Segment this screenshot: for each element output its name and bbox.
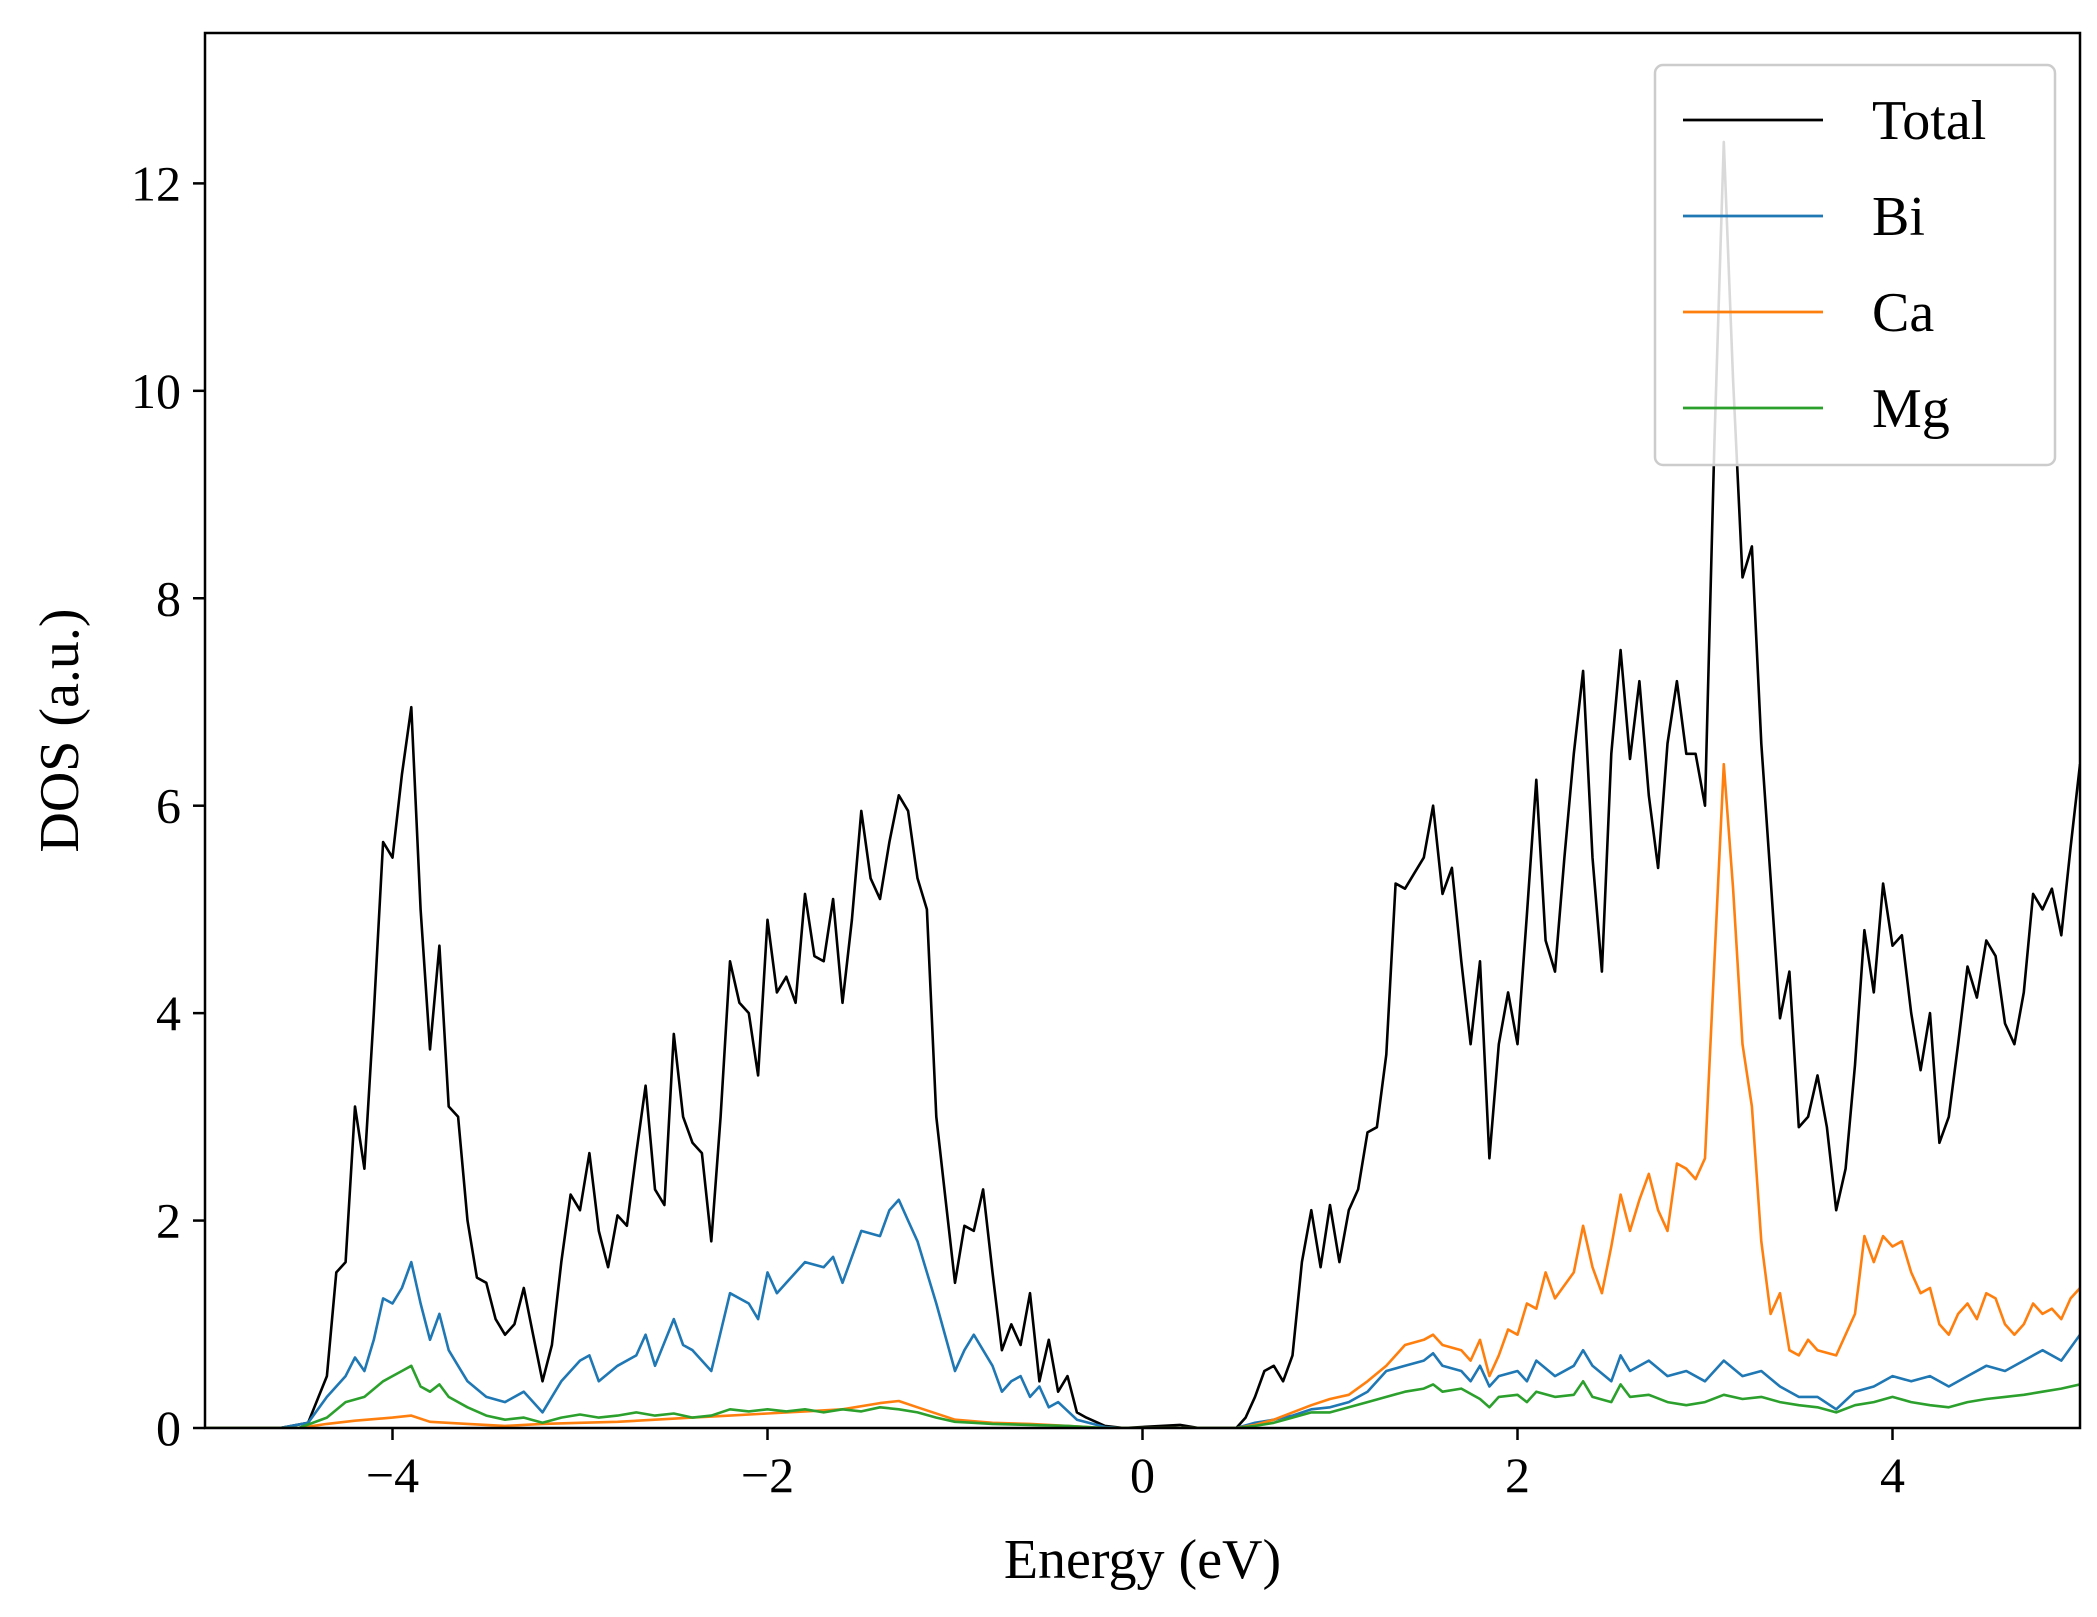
y-tick-label: 2: [156, 1193, 181, 1249]
series-line-total: [205, 140, 2080, 1428]
x-tick-label: −4: [366, 1447, 419, 1503]
series-layer: [205, 140, 2080, 1428]
x-tick-label: −2: [741, 1447, 794, 1503]
x-tick-label: 4: [1880, 1447, 1905, 1503]
plot-frame: [203, 31, 2082, 1430]
y-tick-label: 6: [156, 778, 181, 834]
series-line-bi: [205, 1198, 2080, 1428]
y-axis-title: DOS (a.u.): [29, 608, 91, 852]
y-tick-label: 10: [131, 363, 181, 419]
legend-label-total: Total: [1872, 90, 1986, 152]
x-tick-label: 2: [1505, 1447, 1530, 1503]
y-tick-label: 4: [156, 985, 181, 1041]
y-tick-label: 8: [156, 570, 181, 626]
ticks-layer: −4 −2 0 2 4 0 2 4 6 8 10 12: [131, 155, 1905, 1503]
legend-label-bi: Bi: [1872, 186, 1925, 248]
legend-box: [1653, 63, 2057, 467]
legend-label-ca: Ca: [1872, 282, 1934, 344]
series-line-mg: [205, 1364, 2080, 1428]
legend: Total Bi Ca Mg: [1653, 63, 2057, 467]
legend-label-mg: Mg: [1872, 378, 1950, 440]
y-tick-label: 0: [156, 1400, 181, 1456]
y-tick-label: 12: [131, 155, 181, 211]
x-axis-title: Energy (eV): [1004, 1529, 1281, 1591]
x-tick-label: 0: [1130, 1447, 1155, 1503]
